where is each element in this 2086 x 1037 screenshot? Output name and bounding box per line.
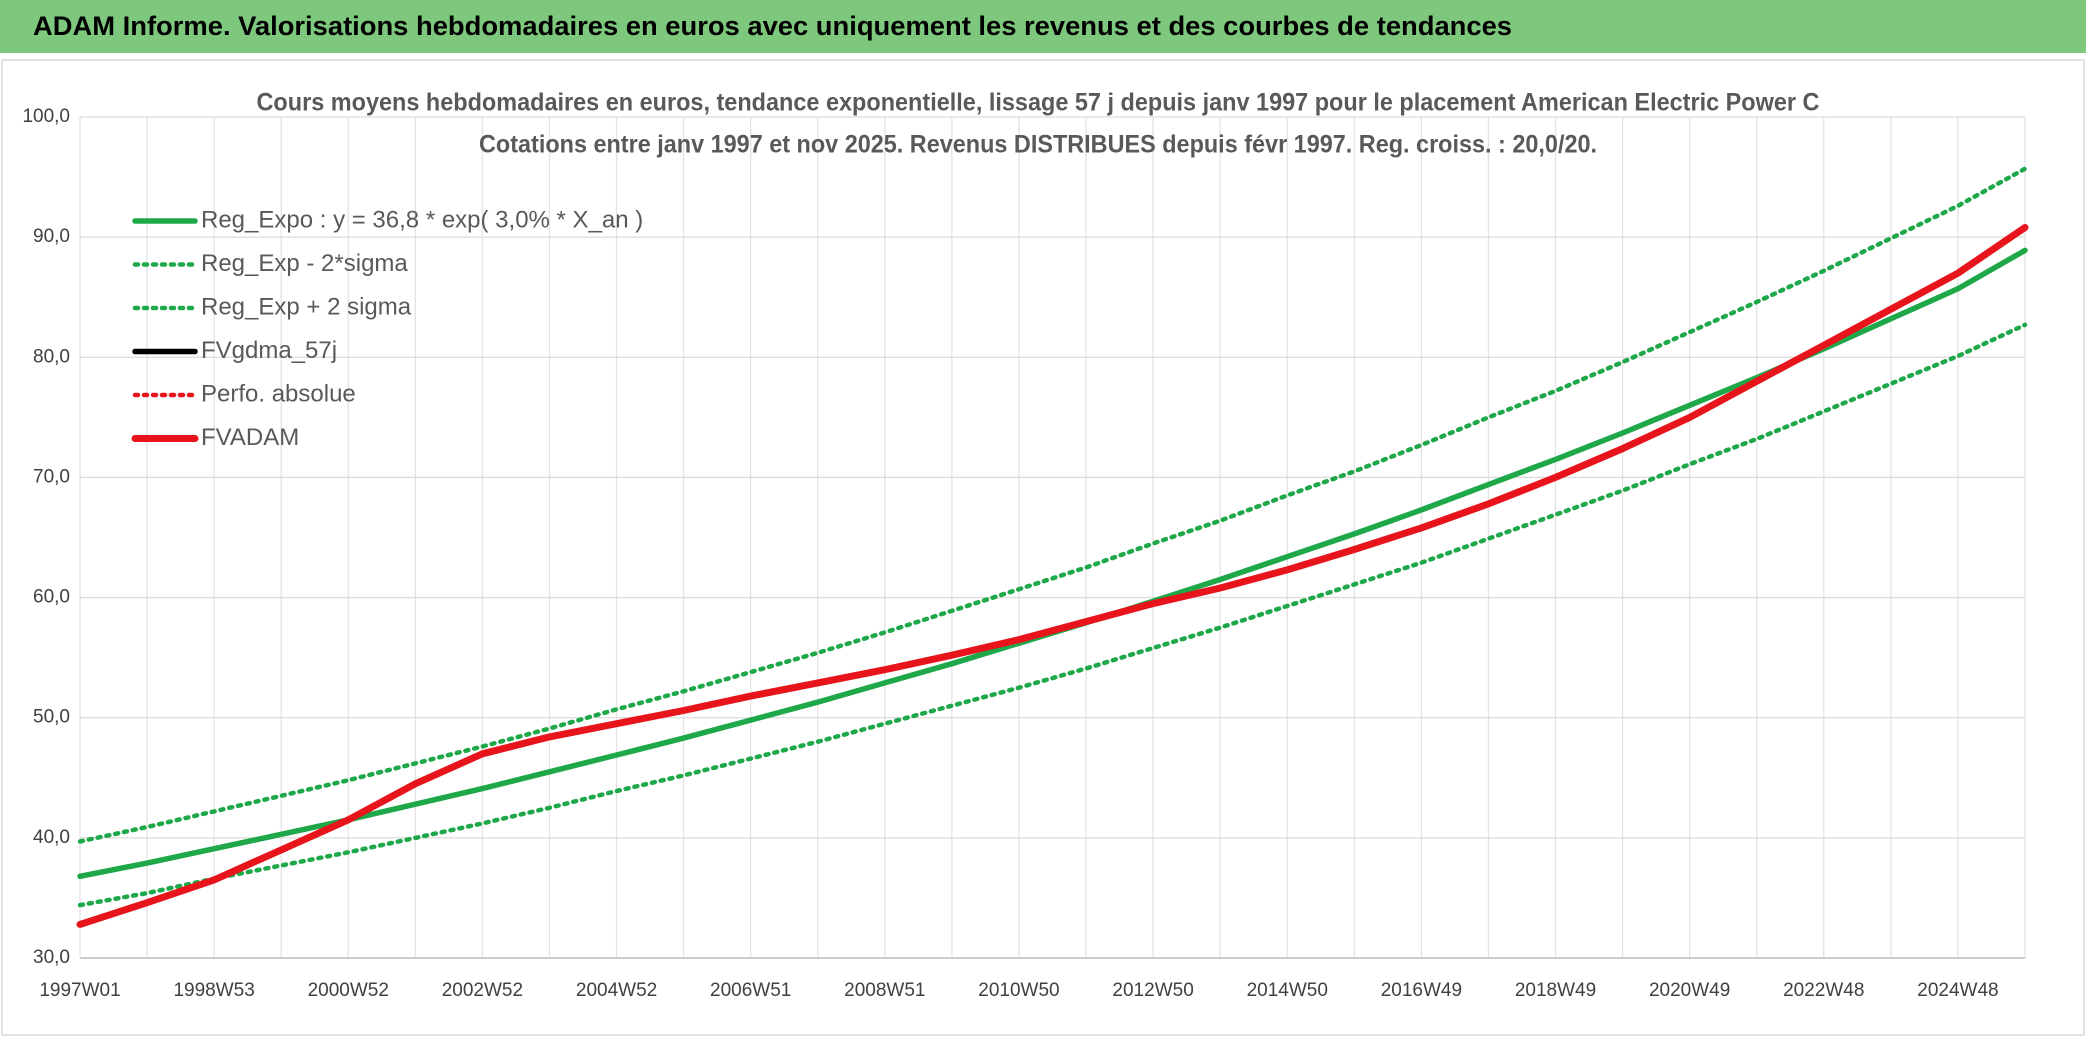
chart-subtitle: Cotations entre janv 1997 et nov 2025. R…	[479, 131, 1597, 159]
x-tick-label: 2018W49	[1515, 980, 1596, 1001]
y-tick-label: 40,0	[33, 827, 70, 848]
x-tick-label: 2010W50	[978, 980, 1059, 1001]
x-tick-label: 2016W49	[1381, 980, 1462, 1001]
x-tick-label: 1998W53	[173, 980, 254, 1001]
legend-label: Reg_Exp + 2 sigma	[201, 293, 412, 320]
series-line	[77, 322, 2028, 908]
y-tick-label: 30,0	[33, 947, 70, 968]
y-tick-label: 50,0	[33, 707, 70, 728]
legend-label: FVgdma_57j	[201, 337, 337, 364]
x-tick-label: 2024W48	[1917, 980, 1998, 1001]
legend-label: Reg_Exp - 2*sigma	[201, 250, 408, 277]
y-tick-label: 60,0	[33, 587, 70, 608]
header-title: ADAM Informe. Valorisations hebdomadaire…	[33, 11, 1512, 41]
x-tick-label: 2008W51	[844, 980, 925, 1001]
series-line	[77, 166, 2028, 844]
x-tick-label: 1997W01	[39, 980, 120, 1001]
legend-label: Perfo. absolue	[201, 380, 356, 407]
x-tick-label: 2020W49	[1649, 980, 1730, 1001]
y-tick-label: 100,0	[22, 106, 70, 127]
legend-label: Reg_Expo : y = 36,8 * exp( 3,0% * X_an )	[201, 206, 643, 233]
x-tick-label: 2000W52	[308, 980, 389, 1001]
x-tick-label: 2014W50	[1247, 980, 1328, 1001]
y-tick-label: 80,0	[33, 346, 70, 367]
chart-frame	[1, 59, 2085, 1036]
y-tick-label: 70,0	[33, 466, 70, 487]
y-tick-label: 90,0	[33, 226, 70, 247]
x-tick-label: 2002W52	[442, 980, 523, 1001]
legend-label: FVADAM	[201, 424, 299, 451]
series-line	[76, 224, 2029, 928]
chart-title: Cours moyens hebdomadaires en euros, ten…	[257, 89, 1820, 117]
x-tick-label: 2006W51	[710, 980, 791, 1001]
x-tick-label: 2022W48	[1783, 980, 1864, 1001]
x-tick-label: 2012W50	[1112, 980, 1193, 1001]
x-tick-label: 2004W52	[576, 980, 657, 1001]
header-band	[0, 0, 2086, 53]
